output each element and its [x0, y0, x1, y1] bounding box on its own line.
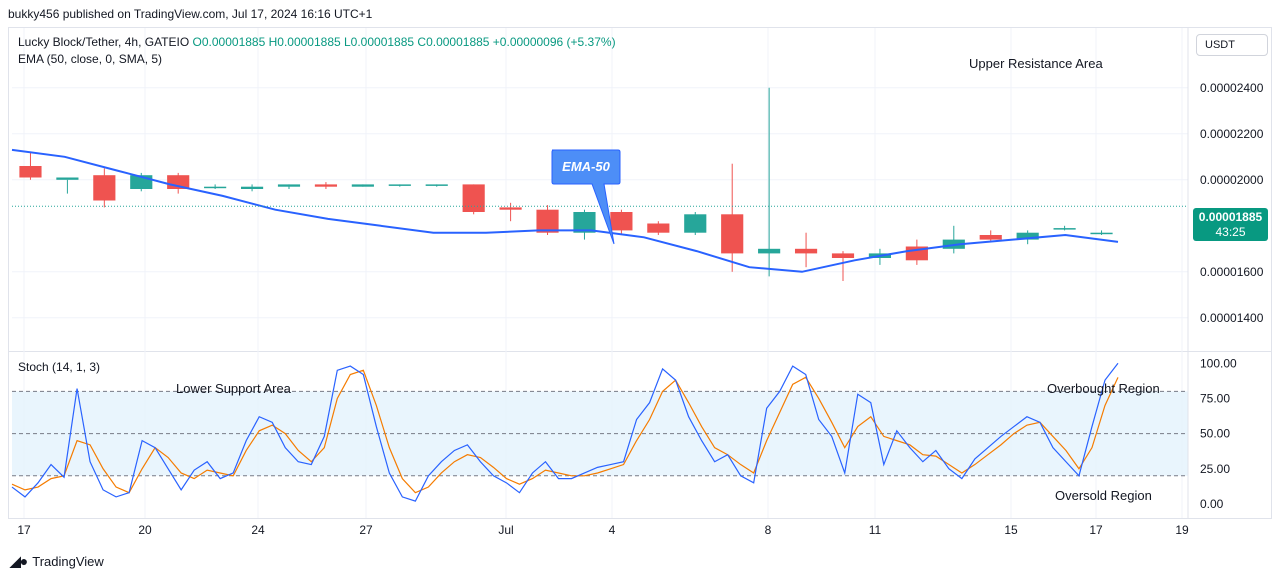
footer-brand: TradingView: [32, 554, 104, 569]
candle-body: [314, 184, 338, 187]
x-tick-label: 24: [251, 523, 265, 537]
stoch-tick-label: 50.00: [1200, 427, 1230, 441]
oversold-label: Oversold Region: [1055, 488, 1152, 503]
candle-body: [93, 175, 116, 201]
bar-countdown: 43:25: [1215, 225, 1246, 239]
price-tick-label: 0.00002200: [1200, 127, 1264, 141]
candle-body: [240, 186, 264, 189]
x-tick-label: 20: [138, 523, 152, 537]
candle-body: [56, 177, 79, 180]
x-tick-label: 4: [609, 523, 616, 537]
price-tick-label: 0.00002400: [1200, 81, 1264, 95]
candle-body: [979, 235, 1002, 240]
ema-callout-label: EMA-50: [562, 159, 610, 174]
candle-body: [647, 223, 670, 233]
candle-body: [1053, 228, 1076, 230]
x-tick-label: 15: [1004, 523, 1018, 537]
stoch-tick-label: 75.00: [1200, 391, 1230, 405]
stoch-tick-label: 25.00: [1200, 462, 1230, 476]
x-tick-label: 17: [17, 523, 31, 537]
price-tick-label: 0.00001600: [1200, 265, 1264, 279]
ema-legend[interactable]: EMA (50, close, 0, SMA, 5): [18, 52, 163, 66]
ema-50-line: [11, 148, 1119, 273]
x-tick-label: 8: [765, 523, 772, 537]
publish-header: bukky456 published on TradingView.com, J…: [8, 7, 373, 21]
last-price-tag: 0.00001885 43:25: [1193, 208, 1268, 241]
x-tick-label: 11: [869, 523, 882, 537]
candle-body: [499, 207, 522, 210]
candle-body: [277, 184, 301, 187]
x-tick-label: 27: [359, 523, 373, 537]
candle-body: [794, 248, 818, 254]
candle-body: [462, 184, 485, 212]
tradingview-logo-icon: ◢●: [10, 553, 28, 569]
ohlc-values: O0.00001885 H0.00001885 L0.00001885 C0.0…: [192, 35, 616, 49]
upper-resistance-label: Upper Resistance Area: [969, 56, 1103, 71]
stoch-k-line: [11, 362, 1119, 502]
x-tick-label: 19: [1175, 523, 1189, 537]
candle-body: [758, 248, 781, 254]
candle-body: [1016, 232, 1039, 240]
overbought-label: Overbought Region: [1047, 381, 1160, 396]
symbol-name: Lucky Block/Tether, 4h, GATEIO: [18, 35, 190, 49]
candle-body: [1090, 232, 1113, 235]
price-tick-label: 0.00001400: [1200, 311, 1264, 325]
x-tick-label: Jul: [498, 523, 513, 537]
symbol-legend: Lucky Block/Tether, 4h, GATEIO O0.000018…: [18, 35, 616, 49]
candle-body: [204, 186, 227, 189]
ema-callout[interactable]: EMA-50: [551, 149, 621, 245]
candle-body: [351, 184, 374, 187]
candle-body: [425, 184, 448, 186]
price-tick-label: 0.00002000: [1200, 173, 1264, 187]
candle-body: [610, 212, 633, 231]
currency-selector[interactable]: USDT: [1196, 34, 1268, 56]
last-price-value: 0.00001885: [1198, 210, 1263, 224]
candle-body: [536, 209, 559, 233]
tradingview-footer[interactable]: ◢● TradingView: [10, 553, 104, 570]
stoch-tick-label: 0.00: [1200, 497, 1224, 511]
lower-support-label: Lower Support Area: [176, 381, 291, 396]
candle-body: [388, 184, 411, 186]
stoch-legend[interactable]: Stoch (14, 1, 3): [18, 360, 101, 374]
stoch-tick-label: 100.00: [1200, 356, 1237, 370]
x-tick-label: 17: [1089, 523, 1103, 537]
stoch-d-line: [11, 369, 1119, 494]
stoch-pane[interactable]: [8, 351, 1272, 519]
candle-body: [831, 253, 855, 258]
candle-body: [721, 214, 744, 254]
candle-body: [684, 214, 707, 233]
candle-body: [19, 166, 42, 178]
candle-body: [573, 212, 596, 233]
